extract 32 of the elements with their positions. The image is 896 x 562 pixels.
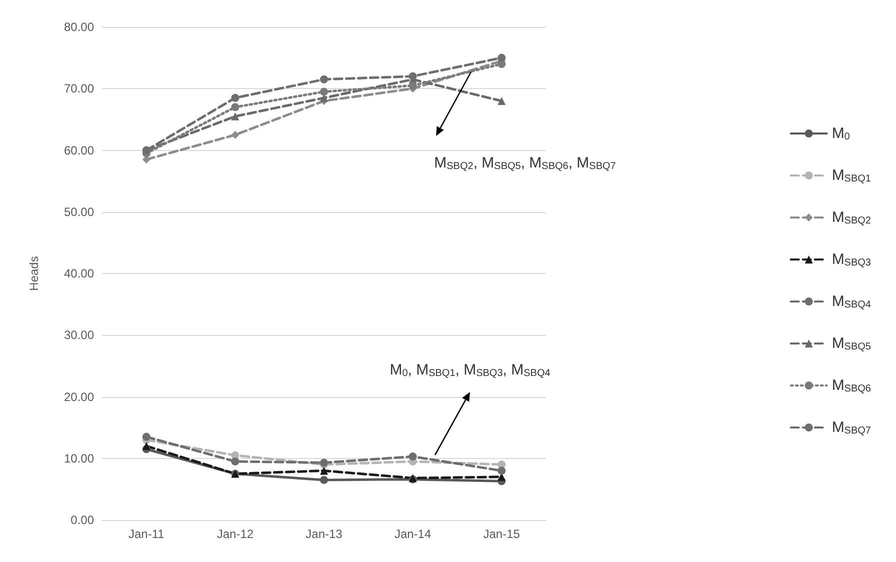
y-tick-label: 60.00	[64, 143, 94, 158]
point	[320, 88, 328, 96]
x-tick-label: Jan-11	[128, 527, 165, 541]
x-tick-label: Jan-15	[483, 527, 520, 541]
x-tick-label: Jan-12	[216, 527, 254, 541]
point	[142, 432, 150, 441]
point	[231, 112, 240, 120]
point	[231, 94, 240, 102]
point	[231, 130, 240, 139]
point	[408, 72, 417, 80]
point	[231, 457, 240, 466]
point	[320, 466, 328, 475]
x-tick-label: Jan-14	[394, 527, 432, 541]
point	[498, 466, 506, 475]
y-tick-label: 70.00	[64, 82, 94, 96]
point	[142, 442, 150, 450]
point	[320, 75, 328, 84]
point	[408, 82, 417, 90]
point	[498, 96, 506, 105]
point	[498, 54, 506, 62]
y-tick-label: 40.00	[64, 266, 94, 280]
point	[231, 103, 240, 112]
x-tick-label: Jan-13	[306, 527, 343, 541]
y-tick-label: 50.00	[64, 204, 94, 219]
point	[408, 452, 417, 461]
y-tick-label: 20.00	[64, 390, 94, 404]
y-tick-label: 80.00	[64, 20, 94, 34]
y-tick-label: 10.00	[64, 451, 94, 466]
y-axis-title: Heads	[27, 256, 41, 291]
y-tick-label: 30.00	[64, 328, 94, 342]
y-tick-label: 0.00	[70, 513, 94, 527]
point	[320, 476, 328, 484]
